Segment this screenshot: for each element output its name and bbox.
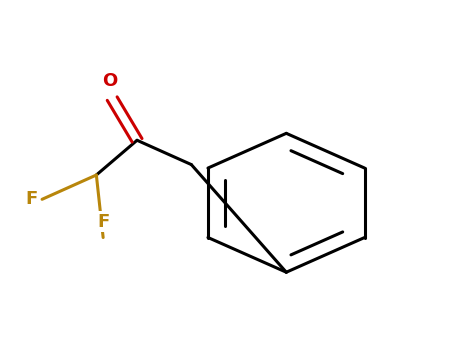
Text: O: O	[102, 72, 117, 90]
Text: F: F	[25, 190, 38, 208]
Text: F: F	[97, 212, 109, 231]
